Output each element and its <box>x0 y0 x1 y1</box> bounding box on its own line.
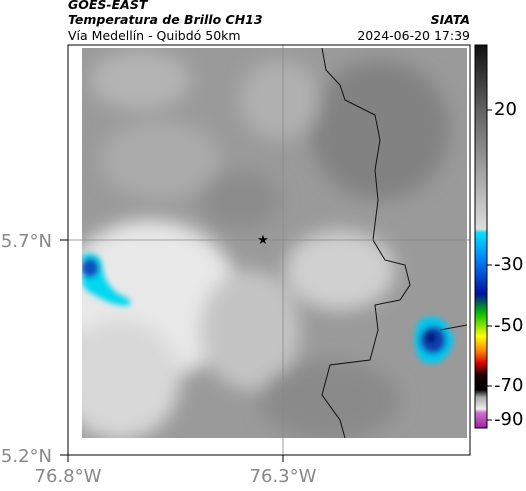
colorbar-ticks: 20 -30 -50 -70 -90 <box>487 99 523 430</box>
colorbar-tick-label: -30 <box>494 254 523 275</box>
lat-label: 5.7°N <box>1 231 52 252</box>
lon-label: 76.3°W <box>250 466 317 487</box>
lat-labels: 5.7°N 5.2°N <box>1 231 68 467</box>
timestamp: 2024-06-20 17:39 <box>357 28 470 43</box>
route: Vía Medellín - Quibdó 50km <box>68 28 241 43</box>
product: Temperatura de Brillo CH13 <box>68 12 263 27</box>
colorbar <box>474 44 488 429</box>
colorbar-tick-label: -50 <box>494 315 523 336</box>
lon-label: 76.8°W <box>35 466 102 487</box>
colorbar-tick-label: 20 <box>494 99 517 120</box>
lat-label: 5.2°N <box>1 446 52 467</box>
satellite: GOES-EAST <box>68 0 149 12</box>
map-frame <box>67 44 471 456</box>
lon-labels: 76.8°W 76.3°W <box>35 455 317 487</box>
colorbar-tick-label: -90 <box>494 409 523 430</box>
satellite-image <box>82 48 467 438</box>
colorbar-tick-label: -70 <box>494 375 523 396</box>
location-star: ★ <box>257 233 269 248</box>
source: SIATA <box>431 12 470 27</box>
